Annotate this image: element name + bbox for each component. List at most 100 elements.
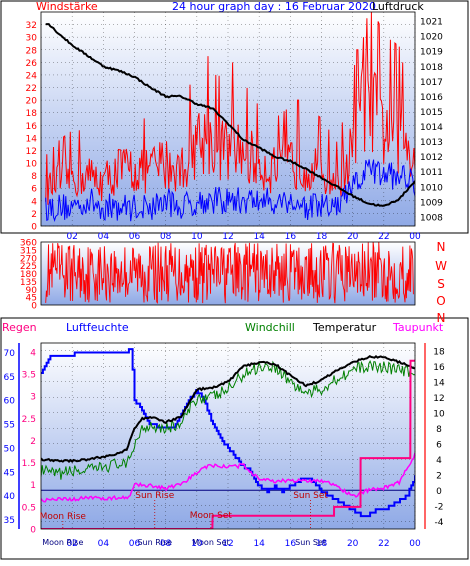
event-label: Sun Rise xyxy=(135,491,174,501)
temperature-x-tick-label: 04 xyxy=(98,539,110,549)
wind-tick-label: 14 xyxy=(26,134,38,144)
temperature-tick-label: 4 xyxy=(436,456,442,466)
humidity-tick-label: 50 xyxy=(4,444,16,454)
rain-tick-label: 2.5 xyxy=(22,415,36,425)
temperature-grid xyxy=(41,343,416,529)
rain-tick-label: 0.5 xyxy=(22,503,36,513)
temperature-tick-label: 6 xyxy=(436,440,442,450)
wind-tick-label: 16 xyxy=(26,122,38,132)
temperature-tick-label: 18 xyxy=(433,347,445,357)
direction-tick-label: 45 xyxy=(26,294,37,304)
wind-x-tick-label: 02 xyxy=(66,232,77,242)
wind-x-tick-label: 12 xyxy=(222,232,233,242)
pressure-tick-label: 1021 xyxy=(420,18,443,28)
temperature-x-tick-label: 20 xyxy=(347,539,359,549)
humidity-tick-label: 60 xyxy=(4,397,16,407)
pressure-tick-label: 1012 xyxy=(420,153,443,163)
event-label: Moon Rise xyxy=(40,512,87,522)
wind-x-tick-label: 10 xyxy=(191,232,203,242)
wind-axis-title: Windstärke xyxy=(36,0,98,13)
humidity-tick-label: 70 xyxy=(4,349,16,359)
pressure-tick-label: 1011 xyxy=(420,168,443,178)
wind-average-line xyxy=(45,159,415,222)
pressure-tick-label: 1017 xyxy=(420,78,443,88)
wind-panel-border xyxy=(0,0,469,234)
humidity-tick-label: 45 xyxy=(4,468,15,478)
temperature-plot-frame xyxy=(40,342,416,530)
pressure-tick-label: 1009 xyxy=(420,198,443,208)
wind-tick-label: 30 xyxy=(26,34,38,44)
event-axis-label: Sun Set xyxy=(295,538,326,547)
rain-tick-label: 3 xyxy=(30,393,36,403)
temperature-tick-label: -4 xyxy=(435,518,444,528)
axes: 0246810121416182022242628303210081009101… xyxy=(4,11,447,549)
wind-x-tick-label: 06 xyxy=(129,232,141,242)
wind-tick-label: 4 xyxy=(31,197,37,207)
wind-x-tick-label: 20 xyxy=(347,232,359,242)
dewpoint-line xyxy=(41,452,415,503)
direction-tick-label: 90 xyxy=(26,286,38,296)
pressure-tick-label: 1013 xyxy=(420,138,443,148)
event-label: Sun Set xyxy=(293,491,328,501)
wind-series xyxy=(45,12,415,222)
temperature-x-tick-label: 12 xyxy=(222,539,233,549)
wind-direction-line xyxy=(45,242,414,304)
temperature-series xyxy=(41,348,415,529)
humidity-tick-label: 65 xyxy=(4,373,15,383)
direction-tick-label: 180 xyxy=(20,270,37,280)
rain-tick-label: 3.5 xyxy=(22,371,36,381)
humidity-tick-label: 40 xyxy=(4,492,16,502)
temperature-x-tick-label: 02 xyxy=(66,539,77,549)
wind-tick-label: 32 xyxy=(26,21,37,31)
wind-tick-label: 8 xyxy=(31,172,37,182)
pressure-tick-label: 1014 xyxy=(420,123,443,133)
pressure-line xyxy=(45,23,415,207)
direction-tick-label: 270 xyxy=(20,254,37,264)
temperature-x-tick-label: 10 xyxy=(191,539,203,549)
humidity-tick-label: 55 xyxy=(4,421,15,431)
wind-x-tick-label: 16 xyxy=(285,232,297,242)
compass-label: N xyxy=(437,311,446,325)
legend-rain: Regen xyxy=(2,321,37,334)
direction-plot-frame xyxy=(40,241,416,306)
direction-tick-label: 225 xyxy=(20,262,37,272)
temperature-x-tick-label: 08 xyxy=(160,539,172,549)
wind-tick-label: 10 xyxy=(26,160,38,170)
wind-tick-label: 24 xyxy=(26,71,38,81)
compass-label: O xyxy=(436,294,445,308)
wind-gust-line xyxy=(45,12,415,205)
compass-label: S xyxy=(437,277,445,291)
humidity-tick-label: 35 xyxy=(4,516,15,526)
rain-tick-label: 0 xyxy=(30,526,36,536)
temperature-x-tick-label: 18 xyxy=(316,539,328,549)
windchill-line xyxy=(41,360,415,480)
wind-tick-label: 28 xyxy=(26,46,38,56)
wind-x-tick-label: 14 xyxy=(253,232,265,242)
wind-x-tick-label: 00 xyxy=(409,232,421,242)
legend-temperature: Temperatur xyxy=(312,321,377,334)
compass-label: N xyxy=(437,240,446,254)
temperature-tick-label: 8 xyxy=(436,425,442,435)
direction-tick-label: 315 xyxy=(20,246,37,256)
rain-tick-label: 4 xyxy=(30,348,36,358)
event-axis-label: Moon Set xyxy=(192,538,229,547)
legend-humidity: Luftfeuchte xyxy=(66,321,129,334)
event-axis-label: Moon Rise xyxy=(42,538,83,547)
wind-tick-label: 12 xyxy=(26,147,37,157)
temperature-tick-label: 0 xyxy=(436,487,442,497)
wind-x-tick-label: 18 xyxy=(316,232,328,242)
direction-series xyxy=(45,242,414,304)
wind-tick-label: 26 xyxy=(26,59,38,69)
legend-dewpoint: Taupunkt xyxy=(392,321,444,334)
temperature-tick-label: -2 xyxy=(435,502,444,512)
compass-label: W xyxy=(435,259,447,273)
wind-tick-label: 22 xyxy=(26,84,37,94)
pressure-tick-label: 1019 xyxy=(420,48,443,58)
pressure-tick-label: 1020 xyxy=(420,33,443,43)
temperature-tick-label: 12 xyxy=(433,394,444,404)
wind-plot-frame xyxy=(40,11,416,227)
wind-tick-label: 6 xyxy=(31,185,37,195)
pressure-tick-label: 1015 xyxy=(420,108,443,118)
